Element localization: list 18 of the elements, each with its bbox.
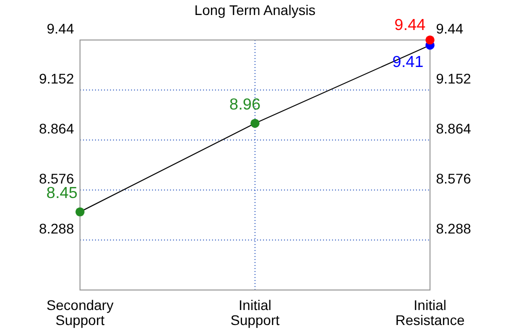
data-label: 8.96 (229, 96, 261, 114)
y-tick-label: 8.864 (38, 120, 74, 137)
y-tick-label: 8.288 (38, 220, 74, 237)
y-tick-label: 8.576 (38, 170, 74, 187)
data-label: 9.41 (392, 54, 424, 72)
y2-tick-label: 9.44 (436, 20, 464, 37)
y-tick-label: 9.152 (38, 70, 74, 87)
data-label: 9.44 (394, 17, 426, 34)
x-tick-label: Secondary Support (46, 297, 114, 328)
y-tick-label: 9.44 (46, 20, 74, 37)
y2-tick-label: 8.288 (436, 220, 472, 237)
y2-tick-label: 8.864 (436, 120, 472, 137)
x-tick-label: Initial Support (230, 297, 280, 328)
y2-tick-label: 9.152 (436, 70, 472, 87)
data-label: 8.45 (46, 184, 78, 202)
chart-title: Long Term Analysis (194, 2, 316, 18)
y2-tick-label: 8.576 (436, 170, 472, 187)
x-tick-label: Initial Resistance (395, 297, 465, 328)
